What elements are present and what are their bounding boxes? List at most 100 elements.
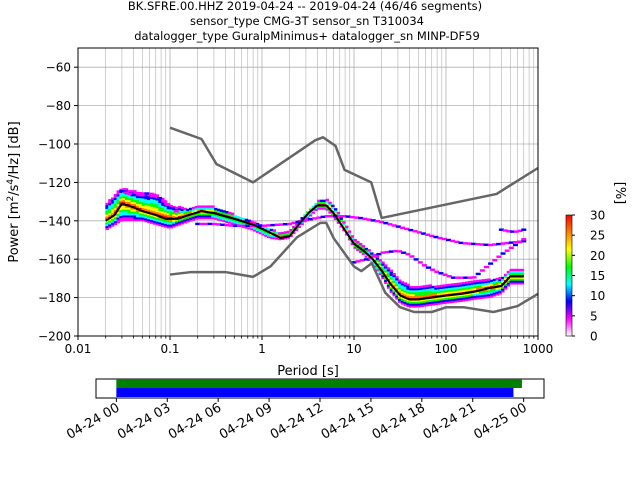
ppsd-cell <box>398 283 402 286</box>
ppsd-cell <box>403 293 407 297</box>
ppsd-cell <box>228 213 232 217</box>
ppsd-cell <box>152 206 157 210</box>
ppsd-cell <box>110 205 115 208</box>
ppsd-cell <box>152 214 157 217</box>
x-tick-label: 0.1 <box>160 342 179 356</box>
ppsd-cell <box>197 213 201 216</box>
ppsd-cell <box>105 204 109 207</box>
ppsd-cell <box>280 231 285 235</box>
ppsd-cell <box>400 286 405 290</box>
ppsd-cell <box>127 215 132 218</box>
ppsd-outlier-cell <box>165 203 171 207</box>
ppsd-cell <box>517 272 522 275</box>
ppsd-cell <box>280 237 285 240</box>
ppsd-cell <box>445 289 449 293</box>
ppsd-cell <box>172 221 176 224</box>
ppsd-cell <box>498 276 502 280</box>
ppsd-cell <box>467 282 472 286</box>
ppsd-cell <box>202 205 207 208</box>
ppsd-cell <box>453 300 458 303</box>
ppsd-outlier-cell <box>496 255 502 258</box>
ppsd-outlier-cell <box>479 269 485 272</box>
ppsd-cell <box>314 206 318 210</box>
ppsd-cell <box>116 196 120 199</box>
ppsd-cell <box>124 218 129 222</box>
ppsd-outlier-cell <box>508 241 514 244</box>
ppsd-cell <box>506 284 511 287</box>
ppsd-cell <box>264 234 268 237</box>
ppsd-cell <box>130 199 134 202</box>
ppsd-cell <box>149 204 154 207</box>
ppsd-cell <box>183 211 187 214</box>
ppsd-cell <box>183 217 187 220</box>
ppsd-cell <box>386 274 391 278</box>
ppsd-cell <box>241 217 246 221</box>
ppsd-cell <box>425 300 430 303</box>
y-axis-label-post: /Hz] [dB] <box>7 121 22 179</box>
ppsd-cell <box>200 216 204 220</box>
ppsd-outlier-cell <box>303 218 309 222</box>
ppsd-cell <box>264 230 268 234</box>
ppsd-cell <box>108 214 112 217</box>
ppsd-cell <box>395 281 399 285</box>
ppsd-cell <box>144 219 148 223</box>
ppsd-cell <box>423 298 427 301</box>
ppsd-cell <box>359 244 363 248</box>
ppsd-cell <box>110 212 115 216</box>
ppsd-cell <box>180 218 185 221</box>
ppsd-cell <box>423 304 427 307</box>
ppsd-cell <box>122 201 126 204</box>
ppsd-cell <box>127 199 132 202</box>
ppsd-cell <box>258 231 263 235</box>
ppsd-cell <box>481 284 486 288</box>
ppsd-outlier-cell <box>416 231 422 234</box>
ppsd-outlier-cell <box>492 258 498 262</box>
ppsd-cell <box>425 290 430 293</box>
ppsd-cell <box>105 223 109 227</box>
ppsd-cell <box>378 263 382 266</box>
ppsd-outlier-cell <box>412 230 418 233</box>
ppsd-cell <box>228 217 232 220</box>
ppsd-cell <box>406 289 410 292</box>
ppsd-cell <box>509 282 513 285</box>
ppsd-cell <box>116 215 120 218</box>
ppsd-cell <box>141 194 146 197</box>
ppsd-cell <box>450 283 455 286</box>
ppsd-cell <box>448 295 452 298</box>
ppsd-cell <box>152 193 157 196</box>
ppsd-cell <box>319 199 324 202</box>
ppsd-cell <box>467 292 472 295</box>
ppsd-outlier-cell <box>392 249 398 253</box>
ppsd-cell <box>459 295 463 299</box>
ppsd-cell <box>448 283 452 287</box>
ppsd-cell <box>169 214 173 217</box>
ppsd-cell <box>161 218 165 222</box>
ppsd-cell <box>214 217 218 220</box>
ppsd-cell <box>476 285 480 288</box>
ppsd-cell <box>434 287 438 290</box>
ppsd-cell <box>434 289 438 292</box>
ppsd-cell <box>105 225 109 229</box>
ppsd-cell <box>166 210 171 214</box>
ppsd-cell <box>113 207 118 210</box>
ppsd-cell <box>244 222 249 225</box>
ppsd-cell <box>322 201 327 204</box>
ppsd-cell <box>147 207 151 210</box>
ppsd-cell <box>130 216 134 220</box>
ppsd-cell <box>144 216 148 219</box>
ppsd-cell <box>398 300 402 303</box>
ppsd-cell <box>428 284 433 287</box>
ppsd-cell <box>481 294 486 297</box>
ppsd-cell <box>453 288 458 292</box>
ppsd-cell <box>403 303 407 306</box>
ppsd-outlier-cell <box>341 215 347 218</box>
ppsd-cell <box>428 297 433 301</box>
ppsd-cell <box>476 295 480 298</box>
ppsd-cell <box>487 284 491 287</box>
ppsd-cell <box>180 210 185 213</box>
ppsd-outlier-cell <box>463 276 469 279</box>
ppsd-cell <box>398 281 402 284</box>
y-axis-label-pre: Power [m <box>7 201 22 262</box>
ppsd-cell <box>124 201 129 204</box>
